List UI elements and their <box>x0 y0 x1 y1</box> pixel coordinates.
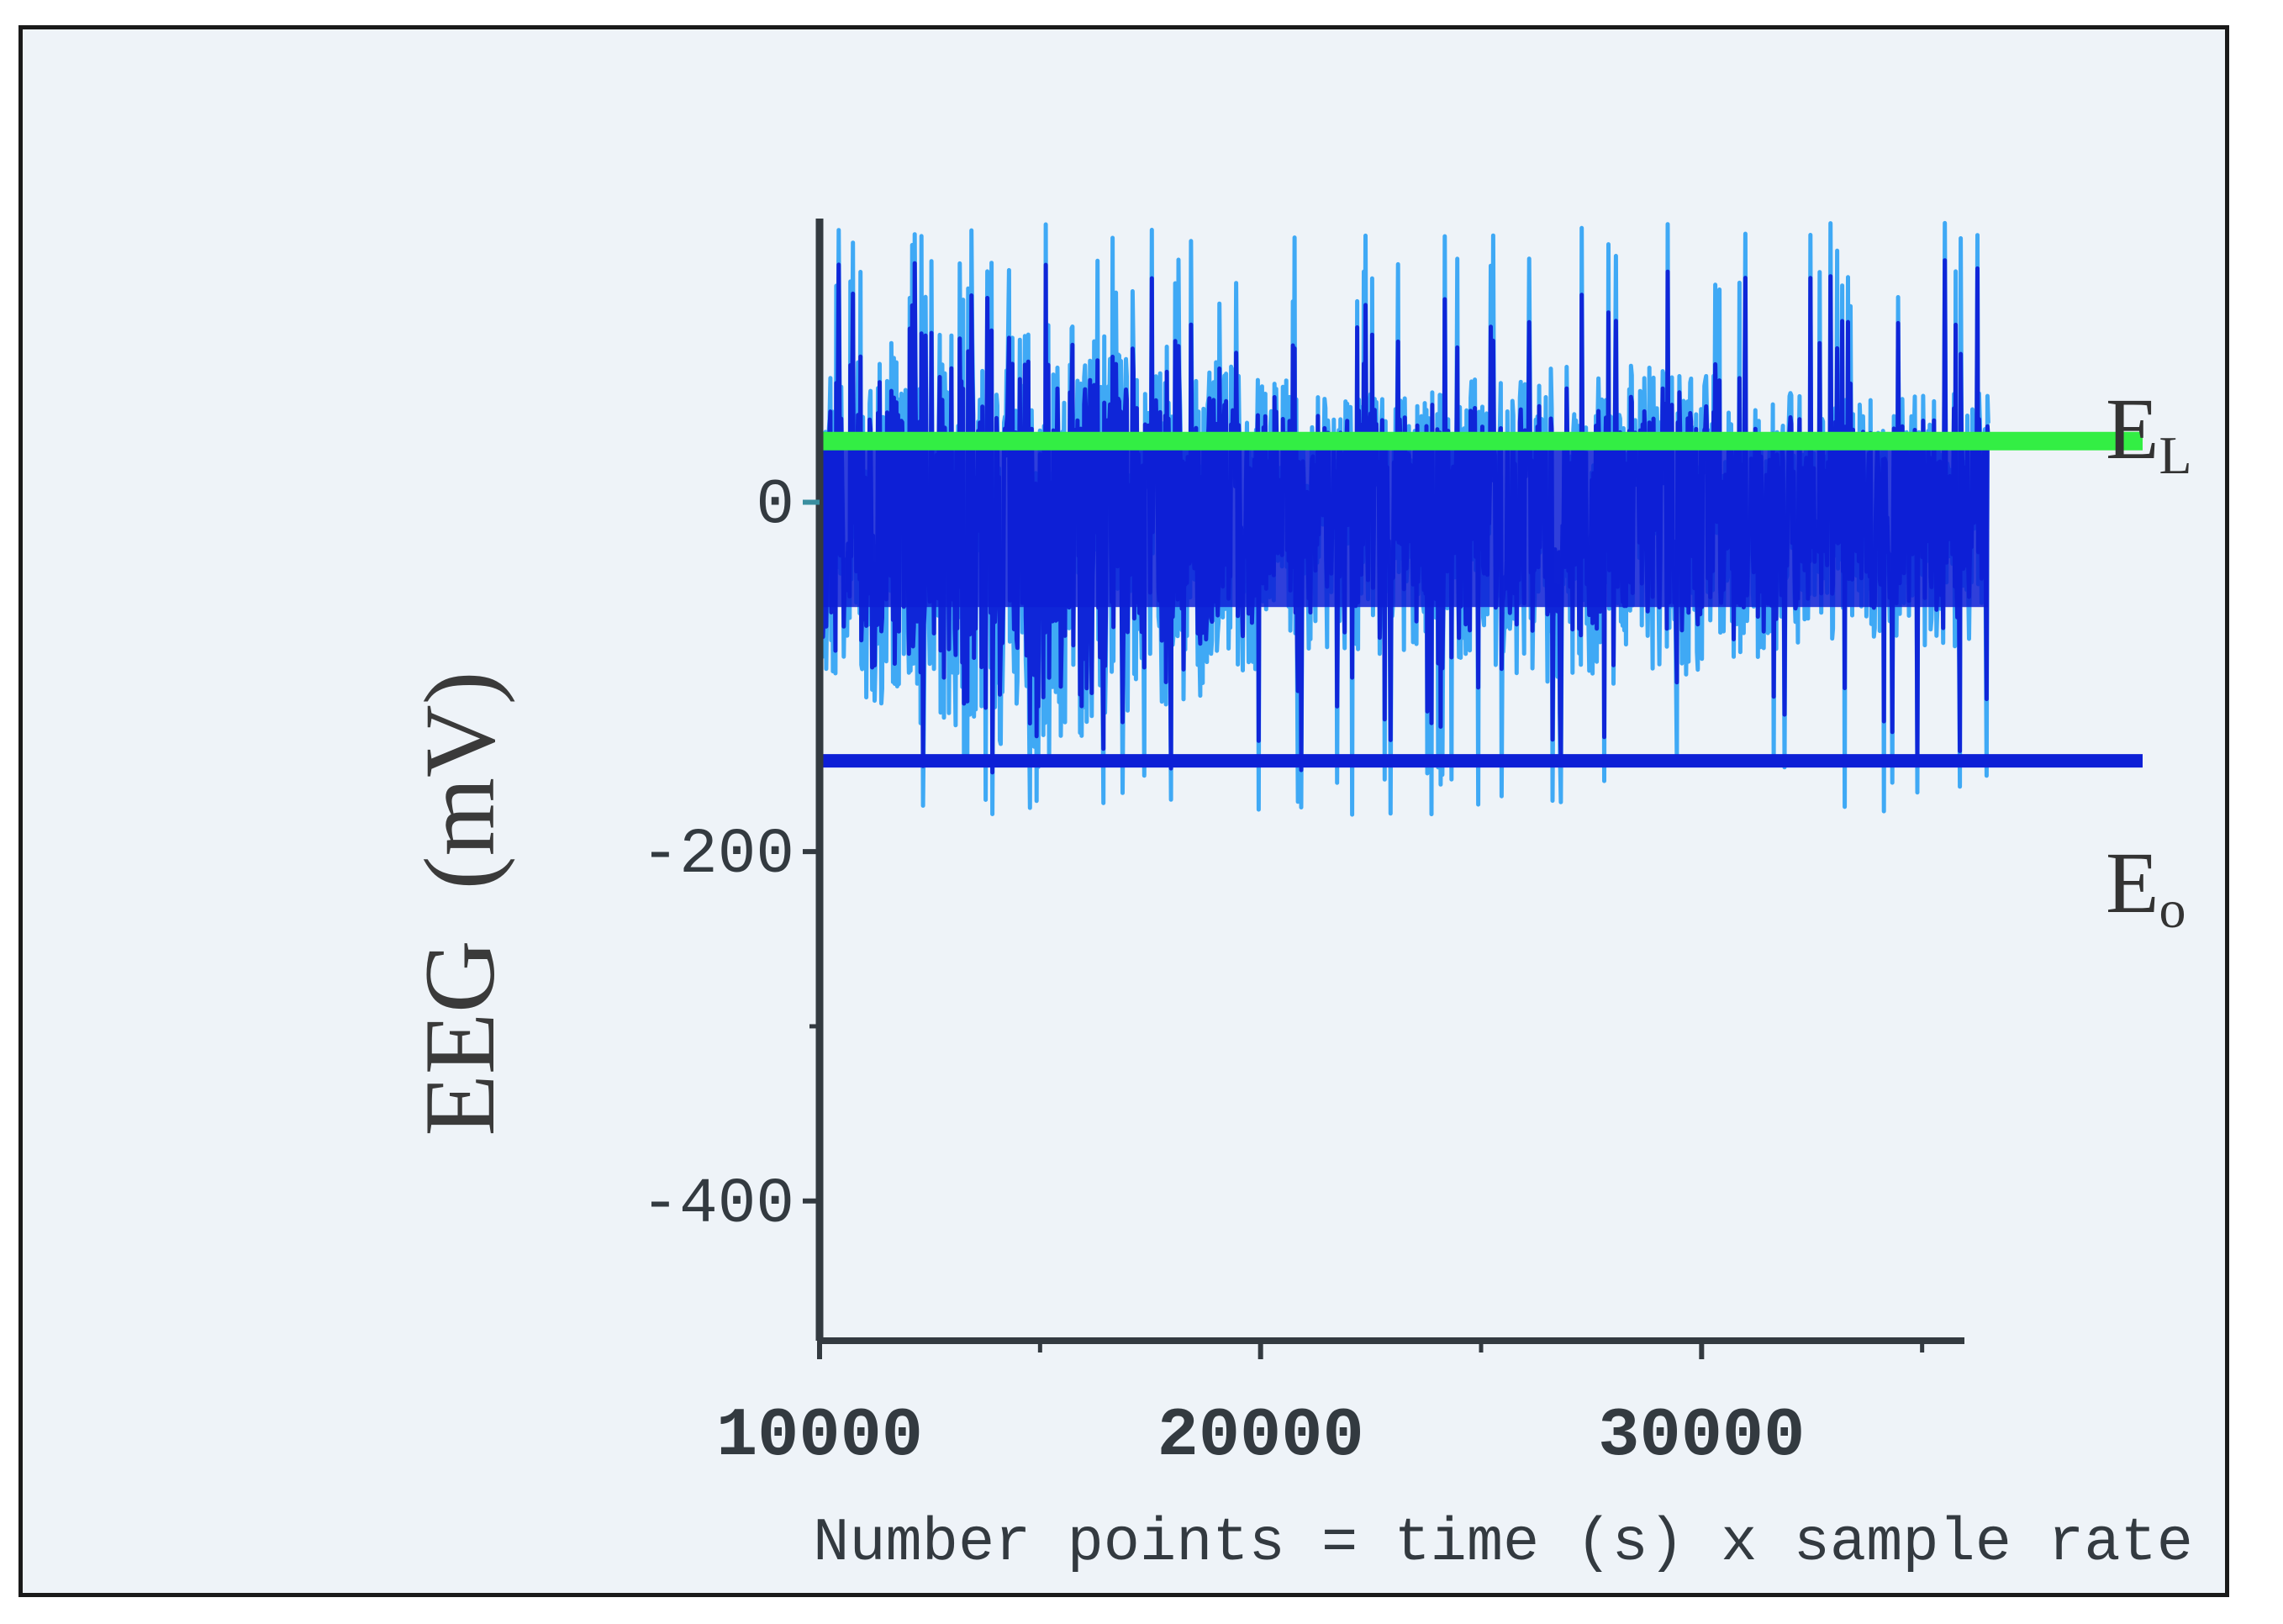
x-tick-label-2: 30000 <box>1598 1397 1805 1475</box>
level-label-sub-0: L <box>2159 425 2192 485</box>
x-tick-label-1: 20000 <box>1157 1397 1364 1475</box>
chart-frame: EL Eo 0 -200 -400 10000 20000 30000 EEG (mV) Numb… <box>18 25 2229 1597</box>
y-tick-label-0: 0 <box>756 470 794 542</box>
y-tick-label-1: -200 <box>641 819 794 891</box>
x-tick-label-0: 10000 <box>716 1397 923 1475</box>
level-label-main-0: E <box>2106 381 2159 477</box>
eeg-signal-group <box>817 220 1990 817</box>
y-axis-title: EEG (mV) <box>403 671 515 1136</box>
x-axis-title: Number points = time (s) x sample rate <box>813 1509 2193 1578</box>
eeg-signal-dense-band <box>820 450 1989 608</box>
level-lines-group <box>820 431 2143 768</box>
axes-group <box>803 219 1964 1359</box>
level-label-sub-1: o <box>2159 879 2186 939</box>
level-label-main-1: E <box>2106 835 2159 931</box>
y-tick-label-2: -400 <box>641 1168 794 1241</box>
level-label-0: EL <box>2106 381 2192 485</box>
level-label-1: Eo <box>2106 835 2186 939</box>
